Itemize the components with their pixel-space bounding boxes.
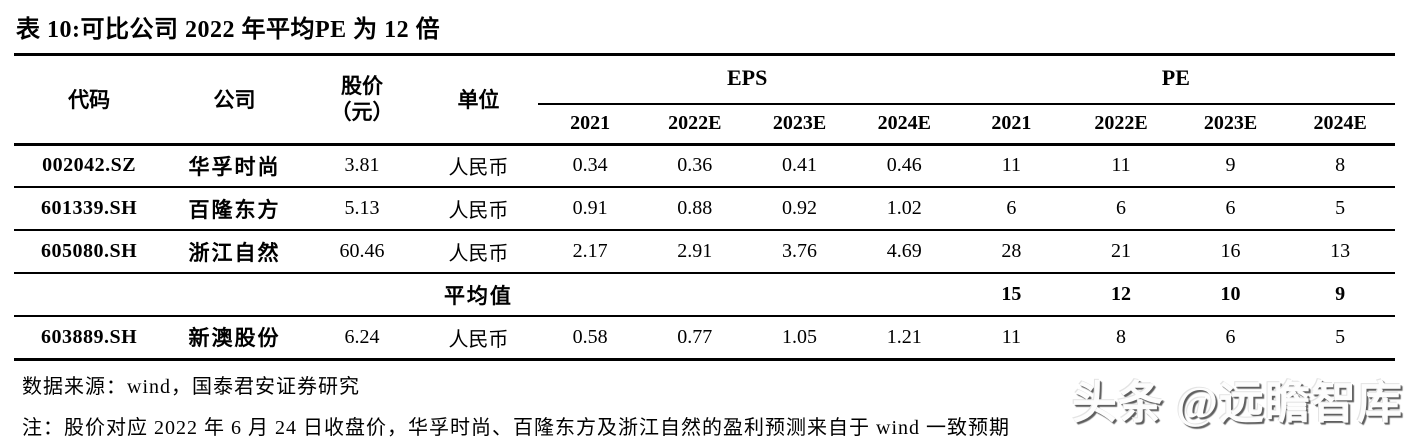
table-row-xinao: 603889.SH 新澳股份 6.24 人民币 0.58 0.77 1.05 1…	[14, 316, 1395, 361]
header-pe-2024e: 2024E	[1285, 104, 1395, 146]
header-code: 代码	[14, 56, 165, 146]
cell-eps-2023e: 0.41	[747, 144, 852, 188]
cell-pe-2023e: 16	[1175, 230, 1286, 274]
cell-eps-2024e: 1.21	[851, 316, 957, 361]
cell-eps-2024e: 1.02	[851, 187, 957, 231]
cell-price: 60.46	[304, 230, 420, 274]
header-eps-2023e: 2023E	[747, 104, 852, 146]
cell-company: 浙江自然	[164, 230, 305, 274]
cell-pe-2024e: 8	[1285, 144, 1395, 188]
cell-eps-2023e: 1.05	[747, 316, 852, 361]
cell-code: 603889.SH	[14, 316, 165, 361]
cell-code: 605080.SH	[14, 230, 165, 274]
header-pe-2021: 2021	[956, 104, 1067, 146]
table-row-huafu: 002042.SZ 华孚时尚 3.81 人民币 0.34 0.36 0.41 0…	[14, 144, 1395, 188]
cell-code: 601339.SH	[14, 187, 165, 231]
cell-pe-2023e: 9	[1175, 144, 1286, 188]
cell-pe-2022e: 11	[1066, 144, 1176, 188]
average-row: 平均值 15 12 10 9	[14, 273, 1395, 317]
header-eps-2021: 2021	[537, 104, 643, 146]
header-pe-2023e: 2023E	[1175, 104, 1286, 146]
cell-price: 5.13	[304, 187, 420, 231]
cell-eps-2021: 0.58	[537, 316, 643, 361]
cell-eps-2022e: 0.88	[642, 187, 748, 231]
table-body: 002042.SZ 华孚时尚 3.81 人民币 0.34 0.36 0.41 0…	[14, 144, 1395, 361]
cell-avg-pe-2024e: 9	[1285, 273, 1395, 317]
report-page: 表 10:可比公司 2022 年平均PE 为 12 倍 代码 公司 股价 （元）…	[14, 6, 1402, 439]
header-eps-group: EPS	[537, 56, 957, 105]
header-price: 股价 （元）	[304, 56, 420, 146]
header-group-row: 代码 公司 股价 （元） 单位 EPS PE	[14, 56, 1395, 146]
cell-pe-2024e: 13	[1285, 230, 1395, 274]
cell-empty	[14, 273, 165, 317]
cell-empty	[851, 273, 957, 317]
cell-company: 新澳股份	[164, 316, 305, 361]
cell-pe-2024e: 5	[1285, 316, 1395, 361]
cell-eps-2022e: 2.91	[642, 230, 748, 274]
header-eps-2022e: 2022E	[642, 104, 748, 146]
cell-avg-pe-2023e: 10	[1175, 273, 1286, 317]
table-title: 表 10:可比公司 2022 年平均PE 为 12 倍	[14, 6, 1395, 56]
cell-eps-2021: 0.91	[537, 187, 643, 231]
cell-unit: 人民币	[419, 144, 538, 188]
cell-pe-2022e: 8	[1066, 316, 1176, 361]
cell-eps-2024e: 0.46	[851, 144, 957, 188]
cell-empty	[642, 273, 748, 317]
cell-average-label: 平均值	[419, 273, 538, 317]
cell-unit: 人民币	[419, 230, 538, 274]
cell-pe-2023e: 6	[1175, 187, 1286, 231]
cell-avg-pe-2021: 15	[956, 273, 1067, 317]
cell-pe-2022e: 6	[1066, 187, 1176, 231]
cell-company: 华孚时尚	[164, 144, 305, 188]
header-eps-2024e: 2024E	[851, 104, 957, 146]
data-source-text: 数据来源：wind，国泰君安证券研究	[22, 375, 360, 398]
cell-company: 百隆东方	[164, 187, 305, 231]
table-header: 代码 公司 股价 （元） 单位 EPS PE 2021 2022E 2023E …	[14, 56, 1395, 146]
watermark-text: 头条 @远瞻智库	[1071, 378, 1403, 428]
cell-eps-2021: 2.17	[537, 230, 643, 274]
cell-unit: 人民币	[419, 316, 538, 361]
header-unit: 单位	[419, 56, 538, 146]
cell-price: 6.24	[304, 316, 420, 361]
comparable-companies-table: 代码 公司 股价 （元） 单位 EPS PE 2021 2022E 2023E …	[14, 56, 1395, 361]
cell-eps-2022e: 0.36	[642, 144, 748, 188]
header-pe-group: PE	[956, 56, 1395, 105]
cell-eps-2021: 0.34	[537, 144, 643, 188]
cell-pe-2021: 28	[956, 230, 1067, 274]
cell-eps-2023e: 0.92	[747, 187, 852, 231]
cell-eps-2023e: 3.76	[747, 230, 852, 274]
cell-pe-2021: 11	[956, 316, 1067, 361]
cell-empty	[164, 273, 305, 317]
cell-avg-pe-2022e: 12	[1066, 273, 1176, 317]
header-pe-2022e: 2022E	[1066, 104, 1176, 146]
cell-pe-2021: 6	[956, 187, 1067, 231]
cell-eps-2024e: 4.69	[851, 230, 957, 274]
header-price-line1: 股价	[340, 74, 383, 98]
cell-empty	[747, 273, 852, 317]
table-row-bailong: 601339.SH 百隆东方 5.13 人民币 0.91 0.88 0.92 1…	[14, 187, 1395, 231]
cell-unit: 人民币	[419, 187, 538, 231]
cell-price: 3.81	[304, 144, 420, 188]
cell-empty	[304, 273, 420, 317]
header-years-row: 2021 2022E 2023E 2024E 2021 2022E 2023E …	[14, 104, 1395, 146]
table-row-zhejiang: 605080.SH 浙江自然 60.46 人民币 2.17 2.91 3.76 …	[14, 230, 1395, 274]
cell-pe-2021: 11	[956, 144, 1067, 188]
cell-pe-2022e: 21	[1066, 230, 1176, 274]
cell-code: 002042.SZ	[14, 144, 165, 188]
cell-empty	[537, 273, 643, 317]
cell-pe-2023e: 6	[1175, 316, 1286, 361]
cell-pe-2024e: 5	[1285, 187, 1395, 231]
cell-eps-2022e: 0.77	[642, 316, 748, 361]
header-price-line2: （元）	[330, 100, 394, 125]
header-company: 公司	[164, 56, 305, 146]
